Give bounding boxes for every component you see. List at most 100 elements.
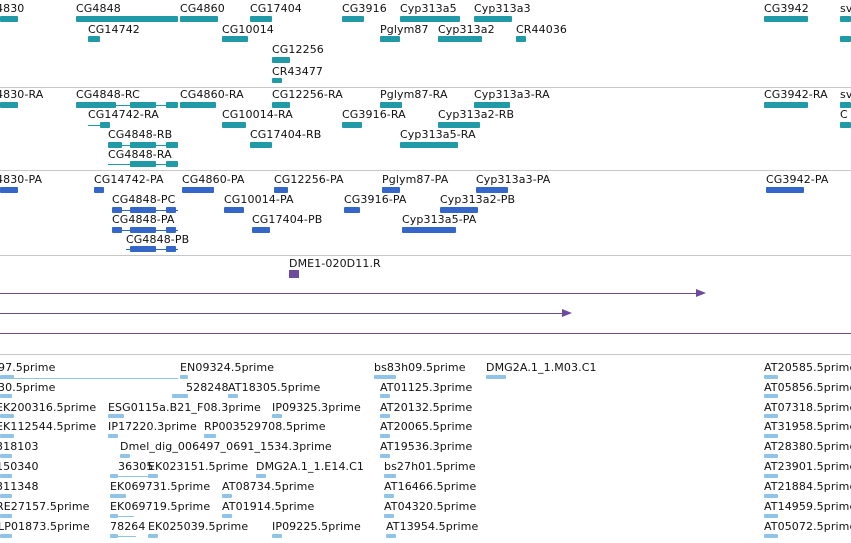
gene-label[interactable]: Pglym87 <box>380 23 429 36</box>
est-feature[interactable] <box>0 375 14 379</box>
est-label[interactable]: IP09225.5prime <box>272 520 361 533</box>
est-feature[interactable] <box>764 534 778 538</box>
gene-feature[interactable] <box>222 36 248 42</box>
transcript-feature[interactable] <box>180 102 216 108</box>
est-label[interactable]: 528248 <box>186 381 229 394</box>
polypeptide-label[interactable]: CG3942-PA <box>766 173 829 186</box>
polypeptide-label[interactable]: CG12256-PA <box>274 173 344 186</box>
gene-feature[interactable] <box>342 16 364 22</box>
gene-feature[interactable] <box>180 16 218 22</box>
transcript-label[interactable]: CG4848-RB <box>108 128 173 141</box>
est-feature[interactable] <box>764 454 778 458</box>
gene-label[interactable]: CR43477 <box>272 65 324 78</box>
est-feature[interactable] <box>386 534 396 538</box>
gene-label[interactable]: CG10014 <box>222 23 274 36</box>
transcript-label[interactable]: Cyp313a3-RA <box>474 88 550 101</box>
est-feature[interactable] <box>764 414 778 418</box>
gene-label[interactable]: Cyp313a3 <box>474 2 531 15</box>
gene-feature[interactable] <box>516 36 526 42</box>
transcript-label[interactable]: CG4848-RA <box>108 148 172 161</box>
est-feature[interactable] <box>222 494 232 498</box>
transcript-feature[interactable] <box>380 102 402 108</box>
est-feature[interactable] <box>0 514 12 518</box>
est-feature[interactable] <box>380 434 390 438</box>
est-label[interactable]: AT31958.5prime <box>764 420 851 433</box>
transcript-label[interactable]: Cyp313a2-RB <box>438 108 515 121</box>
transcript-feature[interactable] <box>474 102 510 108</box>
est-feature[interactable] <box>0 434 14 438</box>
est-feature[interactable] <box>204 434 216 438</box>
est-label[interactable]: IP17220.3prime <box>108 420 197 433</box>
est-feature[interactable] <box>148 474 158 478</box>
polypeptide-label[interactable]: CG14742-PA <box>94 173 164 186</box>
polypeptide-feature[interactable] <box>0 187 18 193</box>
polypeptide-feature[interactable] <box>112 207 122 213</box>
transcript-feature[interactable] <box>840 102 851 108</box>
est-feature[interactable] <box>272 534 282 538</box>
transcript-feature[interactable] <box>108 142 122 148</box>
est-label[interactable]: AT01914.5prime <box>222 500 315 513</box>
polypeptide-feature[interactable] <box>166 227 176 233</box>
est-label[interactable]: DMG2A.1_1.E14.C1 <box>256 460 365 473</box>
gene-feature[interactable] <box>764 16 808 22</box>
est-feature[interactable] <box>384 514 394 518</box>
gene-feature[interactable] <box>88 36 100 42</box>
polypeptide-feature[interactable] <box>274 187 288 193</box>
transcript-feature[interactable] <box>250 142 272 148</box>
transcript-label[interactable]: CG4860-RA <box>180 88 244 101</box>
dgrc-span[interactable] <box>0 293 697 294</box>
polypeptide-feature[interactable] <box>476 187 508 193</box>
transcript-feature[interactable] <box>130 102 156 108</box>
est-label[interactable]: AT28380.5prime <box>764 440 851 453</box>
transcript-label[interactable]: CG17404-RB <box>250 128 322 141</box>
est-label[interactable]: 30.5prime <box>0 381 56 394</box>
gene-feature[interactable] <box>250 16 272 22</box>
est-label[interactable]: 97.5prime <box>0 361 56 374</box>
est-label[interactable]: IP09325.3prime <box>272 401 361 414</box>
est-feature[interactable] <box>0 454 12 458</box>
gene-label[interactable]: CG17404 <box>250 2 302 15</box>
transcript-label[interactable]: Cyp313a5-RA <box>400 128 476 141</box>
transcript-feature[interactable] <box>342 122 362 128</box>
transcript-feature[interactable] <box>840 122 851 128</box>
est-feature[interactable] <box>180 375 188 379</box>
transcript-feature[interactable] <box>100 122 110 128</box>
est-feature[interactable] <box>222 514 232 518</box>
est-label[interactable]: EK069731.5prime <box>110 480 211 493</box>
polypeptide-feature[interactable] <box>252 227 270 233</box>
est-label[interactable]: AT14959.5prime <box>764 500 851 513</box>
est-label[interactable]: EK200316.5prime <box>0 401 97 414</box>
gene-feature[interactable] <box>840 36 851 42</box>
transcript-feature[interactable] <box>438 122 480 128</box>
est-feature[interactable] <box>272 414 282 418</box>
polypeptide-label[interactable]: Cyp313a5-PA <box>402 213 477 226</box>
est-feature[interactable] <box>764 514 778 518</box>
est-feature[interactable] <box>110 474 118 478</box>
transcript-label[interactable]: CG12256-RA <box>272 88 343 101</box>
est-feature[interactable] <box>228 394 238 398</box>
polypeptide-feature[interactable] <box>94 187 104 193</box>
polypeptide-feature[interactable] <box>166 207 176 213</box>
transcript-feature[interactable] <box>76 102 116 108</box>
polypeptide-label[interactable]: CG4848-PB <box>126 233 190 246</box>
est-feature[interactable] <box>764 474 778 478</box>
est-feature[interactable] <box>110 534 118 538</box>
est-feature[interactable] <box>110 514 118 518</box>
gene-label[interactable]: Cyp313a2 <box>438 23 495 36</box>
polypeptide-feature[interactable] <box>130 246 156 252</box>
est-feature[interactable] <box>0 474 12 478</box>
gene-label[interactable]: CG12256 <box>272 43 324 56</box>
gene-feature[interactable] <box>76 16 178 22</box>
polypeptide-feature[interactable] <box>130 207 156 213</box>
est-label[interactable]: AT16466.5prime <box>384 480 477 493</box>
polypeptide-feature[interactable] <box>402 227 456 233</box>
est-feature[interactable] <box>380 394 390 398</box>
polypeptide-feature[interactable] <box>112 227 122 233</box>
est-label[interactable]: 78264 <box>110 520 146 533</box>
est-label[interactable]: EK069719.5prime <box>110 500 211 513</box>
polypeptide-label[interactable]: CG10014-PA <box>224 193 294 206</box>
polypeptide-feature[interactable] <box>440 207 478 213</box>
transcript-feature[interactable] <box>166 142 178 148</box>
gene-feature[interactable] <box>0 16 18 22</box>
transcript-feature[interactable] <box>166 102 178 108</box>
